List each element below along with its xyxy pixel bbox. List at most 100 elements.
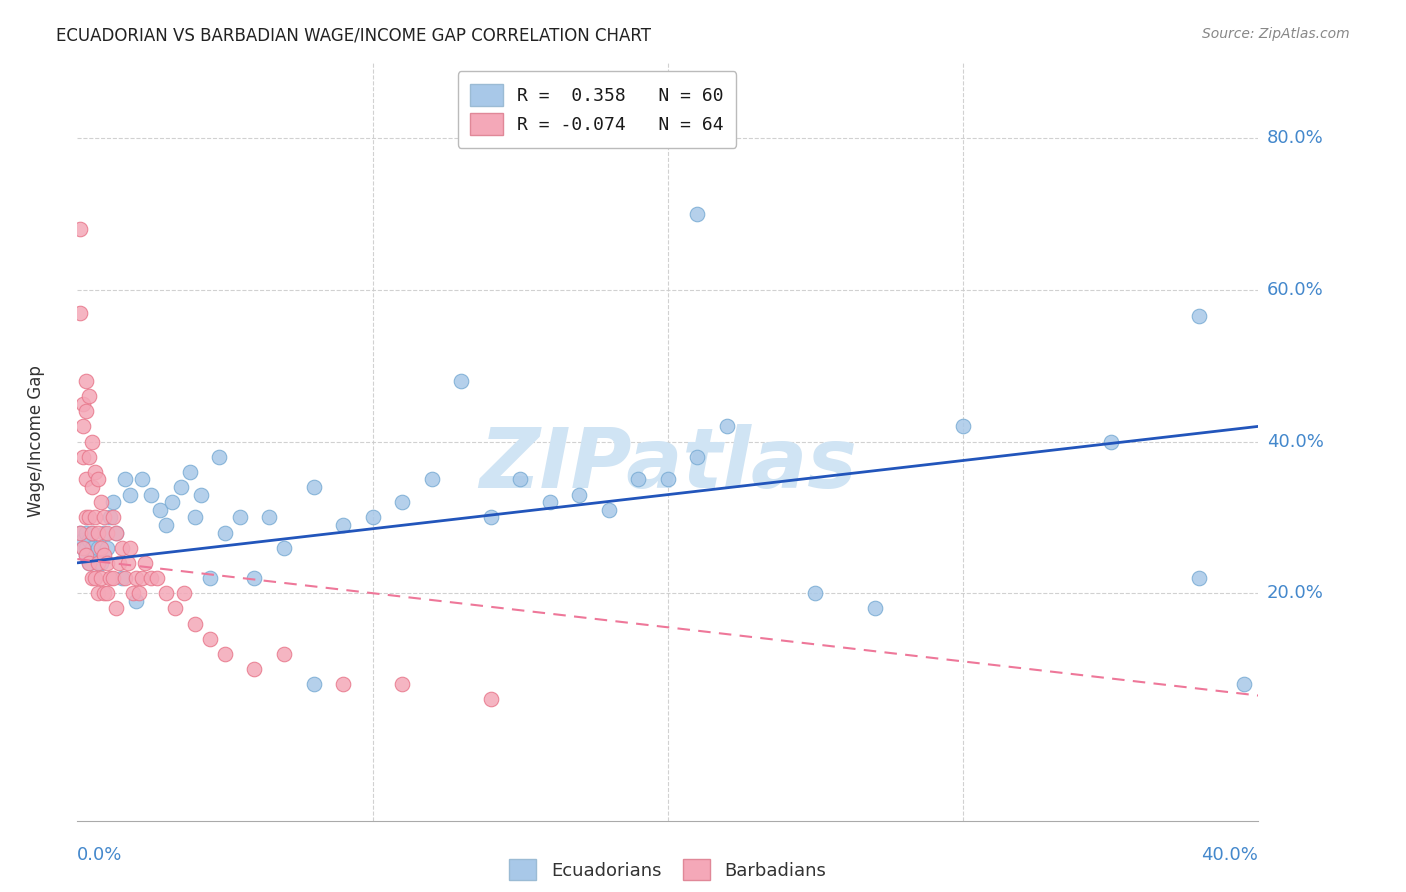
Point [75,404,97,418]
Point [479,692,502,706]
Point [82,571,104,585]
Point [77,556,100,570]
Point [163,601,186,615]
Point [77,389,100,403]
Point [538,495,561,509]
Text: 0.0%: 0.0% [77,846,122,863]
Point [84,548,107,563]
Point [93,548,115,563]
Point [131,473,153,487]
Point [104,525,127,540]
Point [75,541,97,555]
Point [104,601,127,615]
Point [804,586,827,600]
Point [93,510,115,524]
Point [77,533,100,547]
Point [82,434,104,449]
Point [391,677,413,691]
Point [657,473,679,487]
Point [273,647,295,661]
Point [82,480,104,494]
Point [72,450,94,464]
Point [90,571,112,585]
Point [420,473,443,487]
Point [87,525,110,540]
Point [208,450,231,464]
Point [84,571,107,585]
Point [75,473,97,487]
Point [84,510,107,524]
Point [155,586,177,600]
Point [273,541,295,555]
Point [125,594,148,608]
Point [141,571,163,585]
Point [101,510,124,524]
Point [134,556,156,570]
Point [155,517,177,532]
Point [96,556,118,570]
Point [72,533,94,547]
Point [93,586,115,600]
Point [87,556,110,570]
Point [111,571,132,585]
Point [69,222,91,236]
Point [302,480,325,494]
Point [114,571,136,585]
Point [716,419,738,434]
Point [90,541,112,555]
Point [332,677,354,691]
Point [101,571,124,585]
Point [111,541,132,555]
Point [160,495,183,509]
Text: 60.0%: 60.0% [1267,281,1323,299]
Point [214,647,236,661]
Text: 40.0%: 40.0% [1202,846,1258,863]
Point [170,480,193,494]
Point [117,556,139,570]
Point [173,586,195,600]
Point [1188,310,1211,324]
Point [87,556,110,570]
Point [190,487,212,501]
Point [90,495,112,509]
Point [72,419,94,434]
Point [77,510,100,524]
Point [72,541,94,555]
Point [302,677,325,691]
Point [72,396,94,410]
Text: 20.0%: 20.0% [1267,584,1323,602]
Text: ZIPatlas: ZIPatlas [479,424,856,505]
Point [184,510,207,524]
Point [128,586,150,600]
Point [131,571,153,585]
Point [627,473,650,487]
Point [93,525,115,540]
Point [450,374,472,388]
Point [598,503,620,517]
Point [1188,571,1211,585]
Point [243,662,266,676]
Point [82,525,104,540]
Point [75,548,97,563]
Point [184,616,207,631]
Point [96,586,118,600]
Point [75,548,97,563]
Legend: Ecuadorians, Barbadians: Ecuadorians, Barbadians [502,852,834,888]
Point [200,571,222,585]
Text: Source: ZipAtlas.com: Source: ZipAtlas.com [1202,27,1350,41]
Point [259,510,281,524]
Point [69,525,91,540]
Point [200,632,222,646]
Point [214,525,236,540]
Point [179,465,201,479]
Point [122,586,145,600]
Point [568,487,591,501]
Point [104,525,127,540]
Text: 80.0%: 80.0% [1267,129,1323,147]
Point [75,374,97,388]
Point [84,465,107,479]
Point [332,517,354,532]
Point [87,586,110,600]
Point [952,419,974,434]
Point [243,571,266,585]
